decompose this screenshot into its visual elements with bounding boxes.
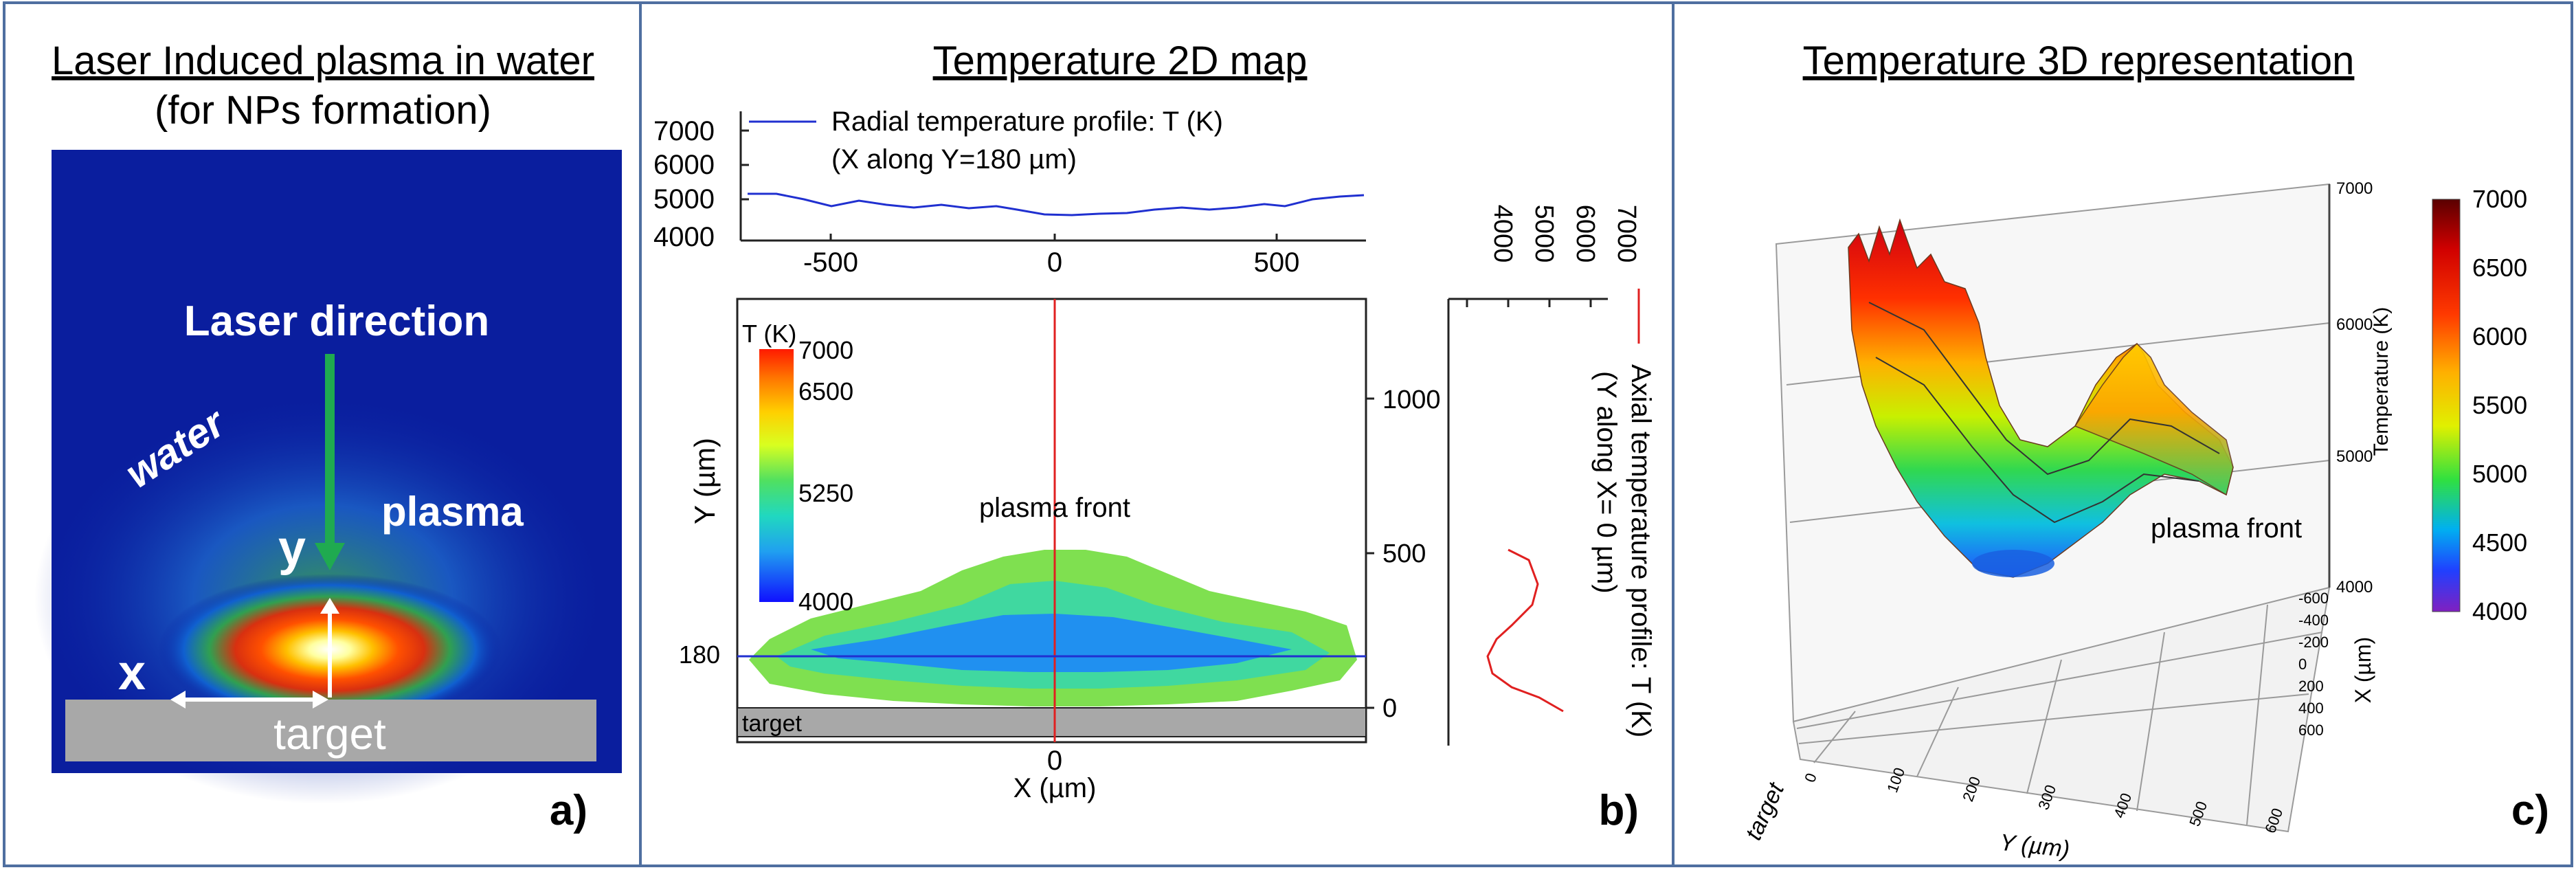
axial-legend-subtext: (Y along X= 0 µm) xyxy=(1591,371,1622,594)
panel-b-title: Temperature 2D map xyxy=(933,38,1308,83)
colorbar-3d-tick: 6000 xyxy=(2472,322,2527,350)
temperature-2d-map: target plasma front T (K) 7000 6500 5250… xyxy=(679,298,1441,803)
radial-legend-subtext: (X along Y=180 µm) xyxy=(831,144,1077,175)
x-tick: 0 xyxy=(2298,656,2307,673)
radial-ytick: 6000 xyxy=(653,150,715,180)
radial-ytick: 4000 xyxy=(653,222,715,252)
radial-profile-line xyxy=(748,192,1365,216)
x-tick: -400 xyxy=(2298,612,2329,629)
colorbar-3d-tick: 5500 xyxy=(2472,391,2527,419)
x-arrow-head-right xyxy=(313,691,328,709)
target-label: target xyxy=(273,709,386,759)
panel-c-tag: c) xyxy=(2511,787,2549,834)
surface-contour xyxy=(1875,357,2199,524)
colorbar-3d-tick: 7000 xyxy=(2472,185,2527,213)
map-colorbar-label: 6500 xyxy=(798,377,853,405)
map-right-ytick: 1000 xyxy=(1382,386,1441,414)
x-tick: 200 xyxy=(2298,678,2324,695)
surface-basin xyxy=(1972,550,2054,577)
panel-a-tag: a) xyxy=(550,787,587,834)
map-x-zero: 0 xyxy=(1047,746,1062,776)
grid-line xyxy=(1796,632,2323,729)
radial-ytick: 7000 xyxy=(653,116,715,146)
panel-c-title: Temperature 3D representation xyxy=(1803,38,2355,83)
x-tick: -600 xyxy=(2298,590,2329,607)
panel-c: Temperature 3D representation plasma fro… xyxy=(1740,38,2549,862)
grid-line xyxy=(1813,711,1856,763)
plasma-label: plasma xyxy=(381,489,524,535)
y-axis-letter: y xyxy=(278,521,306,576)
target-block xyxy=(65,700,596,761)
map-y-axis-label: Y (µm) xyxy=(688,438,721,524)
x-tick: 600 xyxy=(2298,722,2324,739)
plasma-front-3d-label: plasma front xyxy=(2151,513,2302,544)
surface-contour xyxy=(1868,302,2220,476)
panel-a: Laser Induced plasma in water (for NPs f… xyxy=(34,38,622,834)
panel-b-tag: b) xyxy=(1598,787,1639,834)
x-axis-label-3d: X (µm) xyxy=(2351,637,2375,704)
axial-tick: 6000 xyxy=(1571,205,1600,263)
map-y-cut-label: 180 xyxy=(679,640,720,669)
map-right-ytick: 500 xyxy=(1382,539,1426,568)
radial-xtick: 0 xyxy=(1047,247,1062,278)
map-right-ytick: 0 xyxy=(1382,694,1397,723)
radial-xtick: -500 xyxy=(803,247,858,278)
laser-arrow-head xyxy=(315,543,345,570)
y-arrow-head xyxy=(320,598,339,614)
z-tick: 4000 xyxy=(2336,578,2373,596)
axial-tick: 4000 xyxy=(1488,205,1517,263)
map-colorbar-label: 4000 xyxy=(798,588,853,616)
z-axis-label: Temperature (K) xyxy=(2370,307,2393,456)
x-tick: 400 xyxy=(2298,700,2324,717)
z-tick: 5000 xyxy=(2336,447,2373,466)
map-colorbar-title: T (K) xyxy=(742,320,796,348)
grid-line xyxy=(2026,659,2062,794)
grid-line xyxy=(1916,687,1959,777)
map-colorbar xyxy=(759,349,794,602)
map-inner-contour xyxy=(811,614,1292,672)
panel-a-subtitle: (for NPs formation) xyxy=(155,88,491,133)
map-colorbar-label: 5250 xyxy=(798,479,853,507)
map-colorbar-label: 7000 xyxy=(798,336,853,364)
temperature-surface xyxy=(1848,218,2234,578)
colorbar-3d-tick: 4500 xyxy=(2472,528,2527,557)
radial-ytick: 5000 xyxy=(653,184,715,214)
axial-tick: 5000 xyxy=(1530,205,1558,263)
plasma-front-label: plasma front xyxy=(979,493,1130,523)
x-axis-letter: x xyxy=(118,645,146,700)
x-tick: -200 xyxy=(2298,634,2329,651)
axial-legend-text: Axial temperature profile: T (K) xyxy=(1626,364,1656,737)
axial-tick: 7000 xyxy=(1612,205,1641,263)
radial-profile-plot: 7000 6000 5000 4000 -500 0 500 Radial te… xyxy=(653,107,1366,278)
colorbar-3d xyxy=(2432,199,2461,612)
surface-ridge xyxy=(2074,342,2234,496)
z-tick: 6000 xyxy=(2336,315,2373,334)
map-target-bar xyxy=(737,707,1367,737)
panel-b: Temperature 2D map 7000 6000 5000 4000 -… xyxy=(653,38,1656,834)
colorbar-3d-tick: 4000 xyxy=(2472,597,2527,625)
axial-profile-line xyxy=(1486,548,1564,713)
map-target-label: target xyxy=(742,711,802,737)
colorbar-3d-tick: 5000 xyxy=(2472,460,2527,488)
z-tick: 7000 xyxy=(2336,179,2373,198)
panel-a-title: Laser Induced plasma in water xyxy=(52,38,594,83)
radial-xtick: 500 xyxy=(1254,247,1300,278)
axial-profile-plot: 4000 5000 6000 7000 Axial temperature pr… xyxy=(1447,205,1656,746)
grid-line xyxy=(1798,693,2309,744)
colorbar-3d-tick: 6500 xyxy=(2472,254,2527,282)
laser-direction-label: Laser direction xyxy=(184,298,489,345)
floor-plane xyxy=(1792,586,2331,833)
grid-line xyxy=(2246,604,2268,825)
x-arrow-head-left xyxy=(170,691,186,709)
radial-legend-text: Radial temperature profile: T (K) xyxy=(831,107,1223,137)
map-x-axis-label: X (µm) xyxy=(1013,773,1097,803)
